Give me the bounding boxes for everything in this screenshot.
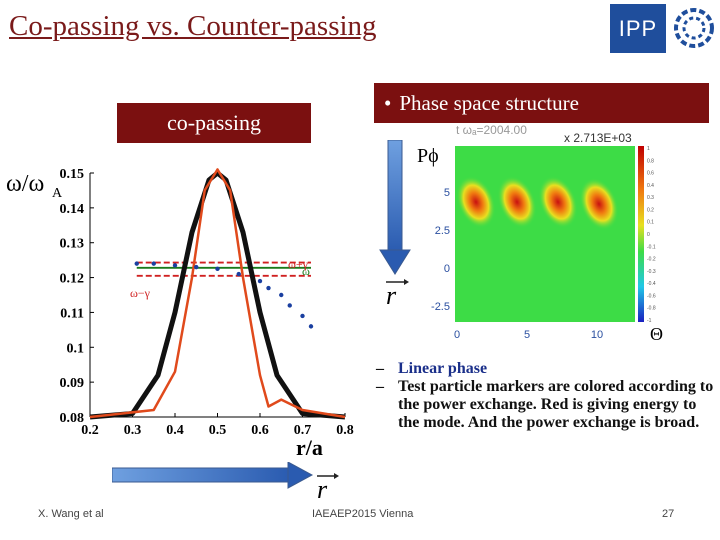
- y-tick-label: 0.15: [60, 167, 85, 182]
- co-passing-label: co-passing: [117, 103, 311, 143]
- blue-data-point: [308, 324, 314, 329]
- bullet-item-test-particles: – Test particle markers are colored acco…: [376, 378, 720, 432]
- colorbar-tick: 0: [647, 232, 650, 238]
- blue-data-point: [236, 271, 241, 277]
- colorbar-tick: -0.4: [647, 281, 656, 287]
- x-tick-label: 0.2: [81, 423, 99, 438]
- x-axis-label: r/a: [296, 435, 323, 455]
- phase-space-header: • Phase space structure: [374, 83, 709, 123]
- blue-data-point: [300, 313, 305, 319]
- orange-profile-line: [89, 168, 346, 419]
- r-vector-label: r: [386, 281, 397, 310]
- phase-space-heatmap: t ωₐ=2004.00 x 2.713E+03 Pϕ 1 0.8 0.6 0.4 0.…: [417, 123, 663, 344]
- y-tick-label: 0.13: [60, 237, 85, 252]
- y-axis-label-subscript: A: [52, 186, 63, 201]
- colorbar-tick: -0.6: [647, 293, 656, 299]
- y-tick-label: 0.09: [60, 376, 85, 391]
- colorbar-tick: 0.1: [647, 220, 654, 226]
- scale-label: x 2.713E+03: [564, 131, 632, 145]
- blue-data-point: [151, 261, 156, 266]
- blue-data-point: [287, 303, 292, 308]
- blue-data-point: [134, 261, 139, 266]
- y-tick-label: 0.12: [60, 272, 85, 287]
- colorbar-tick: -1: [647, 318, 652, 324]
- heatmap-x-tick: 0: [454, 329, 460, 341]
- x-tick-label: 0.6: [251, 423, 269, 438]
- blue-data-point: [266, 285, 271, 291]
- bullet-dash: –: [376, 360, 384, 377]
- black-profile-line: [89, 170, 346, 420]
- bullet-dot: •: [384, 91, 392, 115]
- footer-conference: IAEAEP2015 Vienna: [312, 508, 414, 520]
- theta-label: Θ: [650, 324, 663, 344]
- heatmap-y-tick: 0: [444, 263, 450, 275]
- y-tick-label: 0.11: [60, 306, 84, 321]
- blue-data-point: [257, 278, 263, 284]
- colorbar-tick: 1: [647, 146, 650, 152]
- phase-island: [456, 176, 496, 228]
- bullet-item-linear-phase: – Linear phase: [376, 360, 720, 378]
- r-vector-label: r: [317, 475, 328, 502]
- bullet-list: – Linear phase – Test particle markers a…: [376, 360, 720, 432]
- bullet-dash: –: [376, 378, 384, 395]
- heatmap-x-tick: 10: [591, 329, 603, 341]
- y-tick-label: 0.08: [60, 411, 85, 426]
- heatmap-y-tick: -2.5: [431, 301, 450, 313]
- colorbar-tick: 0.6: [647, 171, 654, 177]
- colorbar-tick: 0.2: [647, 207, 654, 213]
- blue-data-point: [194, 264, 199, 270]
- frequency-profile-chart: 0.2 0.3 0.4 0.5 0.6 0.7 0.8 0.15 0.14 0.13 0.12 0.1…: [6, 167, 354, 455]
- heatmap-x-tick: 5: [524, 329, 530, 341]
- page-title: Co-passing vs. Counter-passing: [9, 10, 377, 42]
- y-axis-label: ω/ω: [6, 171, 44, 197]
- phase-island: [538, 176, 578, 228]
- colorbar-tick: 0.3: [647, 195, 654, 201]
- legend-omega-plus-gamma: ω+γ: [288, 257, 309, 271]
- institute-ring-logo: [674, 8, 714, 48]
- ipp-logo: IPP: [610, 4, 666, 53]
- colorbar-tick: -0.3: [647, 269, 656, 275]
- p-phi-label: Pϕ: [417, 145, 439, 167]
- phase-space-header-text: Phase space structure: [399, 91, 579, 115]
- x-tick-label: 0.5: [209, 423, 227, 438]
- colorbar: [638, 146, 644, 322]
- heatmap-y-tick: 5: [444, 187, 450, 199]
- y-tick-label: 0.1: [67, 341, 85, 356]
- x-tick-label: 0.7: [294, 423, 312, 438]
- bullet-text: Test particle markers are colored accord…: [398, 378, 714, 431]
- phase-island: [579, 178, 619, 230]
- radial-arrow-right: r: [112, 462, 339, 502]
- colorbar-tick: 0.4: [647, 183, 654, 189]
- legend-omega-minus-gamma: ω−γ: [130, 286, 151, 300]
- heatmap-area: [455, 146, 635, 322]
- heatmap-y-tick: 2.5: [435, 225, 450, 237]
- legend-omega: ω: [302, 264, 310, 278]
- y-tick-label: 0.14: [60, 202, 85, 217]
- bullet-text: Linear phase: [398, 360, 488, 377]
- x-tick-label: 0.3: [124, 423, 142, 438]
- phase-island: [497, 176, 537, 228]
- colorbar-tick: -0.8: [647, 306, 656, 312]
- colorbar-tick: 0.8: [647, 158, 654, 164]
- colorbar-tick: -0.1: [647, 244, 656, 250]
- radial-arrow-down: r: [379, 140, 411, 310]
- blue-data-point: [172, 263, 178, 268]
- footer-author: X. Wang et al: [38, 508, 104, 520]
- blue-data-point: [215, 266, 220, 272]
- x-tick-label: 0.8: [336, 423, 354, 438]
- colorbar-tick: -0.2: [647, 257, 656, 263]
- x-tick-label: 0.4: [166, 423, 184, 438]
- time-label: t ωₐ=2004.00: [456, 123, 527, 137]
- page-number: 27: [662, 508, 675, 520]
- blue-data-point: [279, 292, 284, 298]
